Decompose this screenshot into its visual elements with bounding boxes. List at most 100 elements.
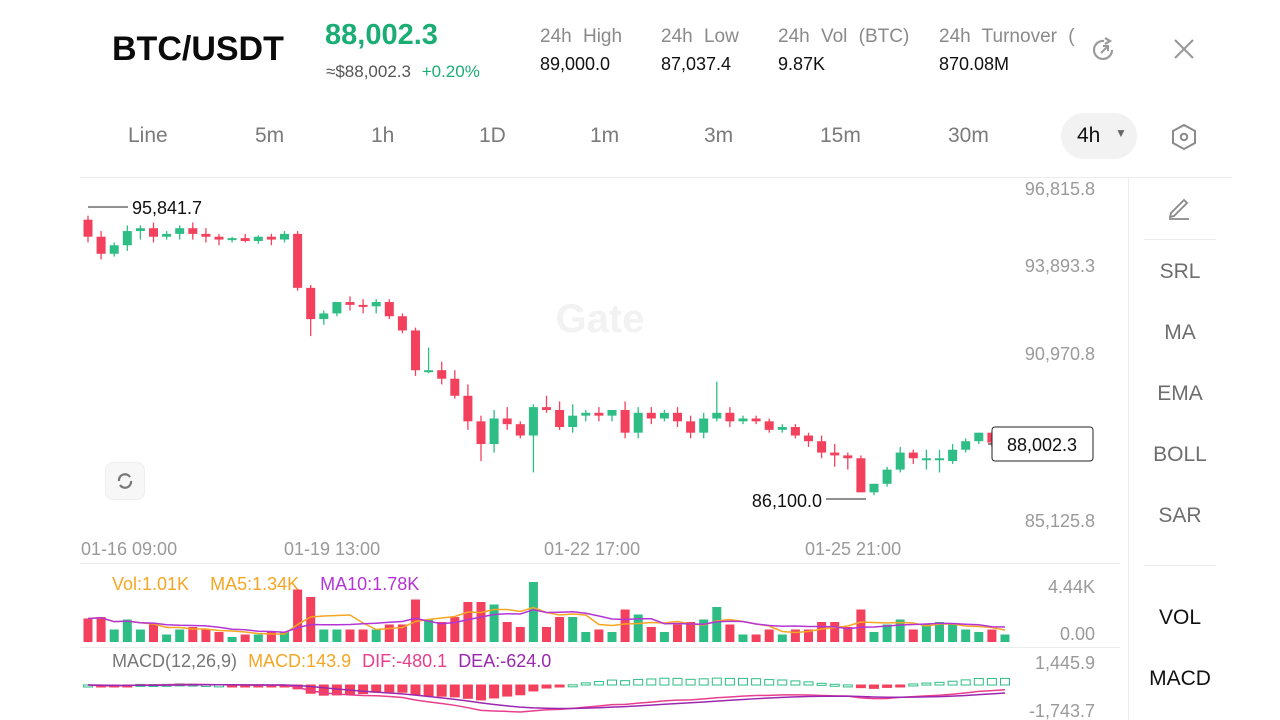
interval-15m[interactable]: 15m xyxy=(820,124,861,147)
volume-bar xyxy=(240,634,250,642)
candle-body xyxy=(882,469,892,484)
candle-body xyxy=(712,412,722,419)
vol-ma10-line xyxy=(87,608,1006,634)
macd-bar xyxy=(751,678,762,686)
subpanel-vol[interactable]: VOL xyxy=(1158,606,1202,629)
macd-bar xyxy=(934,681,945,686)
macd-bar xyxy=(449,684,460,698)
candle-body xyxy=(817,441,827,453)
macd-bar xyxy=(947,680,958,686)
macd-bar xyxy=(541,684,552,689)
stat-24h-vol: 24h Vol (BTC) 9.87K xyxy=(778,26,909,75)
draw-pencil-icon[interactable] xyxy=(1166,195,1192,221)
candlestick-chart[interactable]: Gate 96,815.8 93,893.3 90,970.8 85,125.8… xyxy=(0,178,1128,563)
candle-body xyxy=(280,233,289,240)
candle-body xyxy=(843,455,853,459)
volume-bar xyxy=(437,622,447,642)
indicator-boll[interactable]: BOLL xyxy=(1153,443,1207,466)
macd-bar xyxy=(724,677,735,686)
interval-30m[interactable]: 30m xyxy=(948,124,989,147)
time-axis-label: 01-16 09:00 xyxy=(81,539,177,559)
candle-body xyxy=(542,407,551,410)
candle-body xyxy=(306,287,316,320)
candle-body xyxy=(266,236,276,240)
last-price-box xyxy=(991,426,1094,462)
volume-bar xyxy=(777,634,787,642)
candle-body xyxy=(646,412,656,419)
candle-body xyxy=(895,452,905,470)
macd-params: MACD(12,26,9) xyxy=(112,651,238,671)
volume-bar xyxy=(725,624,735,642)
fiat-price: ≈$88,002.3 xyxy=(326,62,411,81)
volume-bar xyxy=(122,619,132,642)
toolbar-divider xyxy=(80,177,1232,178)
interval-1h[interactable]: 1h xyxy=(371,124,395,147)
interval-1d[interactable]: 1D xyxy=(479,124,506,147)
interval-5m[interactable]: 5m xyxy=(255,124,285,147)
volume-bar xyxy=(908,629,918,642)
volume-bar xyxy=(961,629,971,642)
volume-bar xyxy=(280,632,289,642)
volume-bar xyxy=(751,634,761,642)
macd-bar xyxy=(397,684,408,693)
indicator-ma[interactable]: MA xyxy=(1164,321,1196,344)
candle-body xyxy=(633,412,643,433)
close-icon[interactable] xyxy=(1172,37,1196,61)
price-change: +0.20% xyxy=(421,62,480,81)
refresh-icon xyxy=(117,473,133,489)
vol-axis-bottom: 0.00 xyxy=(1060,624,1095,644)
volume-bar xyxy=(974,632,984,642)
candle-body xyxy=(620,409,630,433)
candle-body xyxy=(96,236,106,254)
last-price: 88,002.3 xyxy=(325,19,438,51)
stat-label: 24h Low xyxy=(661,26,739,47)
candle-body xyxy=(528,407,538,436)
candle-body xyxy=(463,395,473,422)
candle-body xyxy=(188,228,198,234)
volume-bar xyxy=(686,622,696,642)
vol-ma5: MA5:1.34K xyxy=(210,574,300,594)
macd-bar xyxy=(960,679,971,686)
macd-bar xyxy=(803,681,814,686)
indicator-srl[interactable]: SRL xyxy=(1159,260,1201,283)
macd-bar xyxy=(777,679,788,686)
candle-body xyxy=(162,233,172,237)
refresh-button[interactable] xyxy=(105,462,145,500)
indicator-ema[interactable]: EMA xyxy=(1157,382,1203,405)
candle-body xyxy=(725,412,735,422)
interval-4h-dropdown[interactable]: 4h ▼ xyxy=(1061,113,1137,159)
candle-body xyxy=(109,245,119,254)
volume-bar xyxy=(620,609,630,642)
price-axis-label: 96,815.8 xyxy=(1025,179,1095,199)
interval-3m[interactable]: 3m xyxy=(704,124,734,147)
macd-bar xyxy=(973,677,984,686)
stat-value: 87,037.4 xyxy=(661,54,732,74)
macd-value: MACD:143.9 xyxy=(248,651,352,671)
volume-bar xyxy=(319,629,329,642)
macd-bar xyxy=(633,678,644,686)
candle-body xyxy=(345,302,355,305)
interval-line[interactable]: Line xyxy=(128,124,168,147)
interval-1m[interactable]: 1m xyxy=(590,124,620,147)
low-price-label: 86,100.0 xyxy=(752,491,822,511)
macd-bar xyxy=(489,684,500,699)
macd-bar xyxy=(816,682,827,686)
rotate-screen-icon[interactable] xyxy=(1090,36,1118,64)
volume-bar xyxy=(135,629,145,642)
settings-hexagon-icon[interactable] xyxy=(1170,123,1198,151)
volume-bar xyxy=(358,629,368,642)
candle-body xyxy=(358,304,368,307)
indicator-sar[interactable]: SAR xyxy=(1158,504,1202,527)
macd-bar xyxy=(829,683,840,687)
macd-bar xyxy=(685,678,696,686)
volume-bar xyxy=(371,629,381,642)
candle-body xyxy=(332,302,342,314)
volume-bar xyxy=(489,604,499,642)
volume-bar xyxy=(646,627,656,642)
volume-bar xyxy=(568,617,578,642)
side-panel-divider xyxy=(1128,178,1129,720)
candle-body xyxy=(948,449,958,462)
volume-bar xyxy=(476,602,486,642)
subpanel-macd[interactable]: MACD xyxy=(1149,667,1211,690)
macd-bar xyxy=(318,684,329,696)
